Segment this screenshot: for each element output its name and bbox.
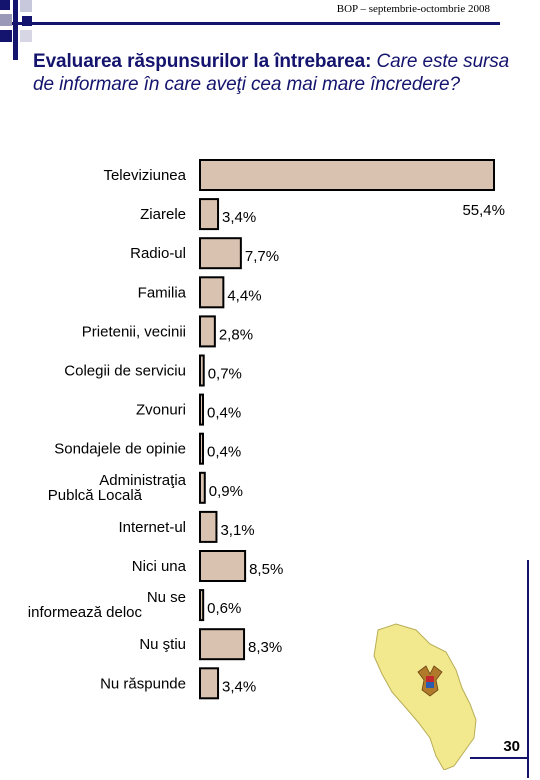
chart-bar [199, 471, 206, 504]
chart-data-label: 0,4% [207, 444, 241, 461]
chart-bar [199, 667, 220, 700]
chart-bar [199, 589, 205, 622]
chart-data-label: 7,7% [245, 248, 279, 265]
chart-category-label: Internet-ul [118, 519, 186, 536]
chart-category-label: Nu se informează deloc [28, 589, 186, 621]
title-lead: Evaluarea răspunsurilor la întrebarea: [33, 51, 377, 72]
chart-category-label: Zvonuri [136, 402, 186, 419]
moldova-map-image [373, 623, 477, 770]
chart-data-label: 2,8% [219, 326, 253, 343]
chart-category-label: Familia [138, 284, 187, 301]
chart-bar [199, 432, 204, 465]
chart-data-label: 8,5% [249, 561, 283, 578]
corner-square-decoration [0, 30, 12, 42]
chart-data-label: 3,1% [220, 522, 254, 539]
corner-square-decoration [0, 14, 12, 26]
corner-square-decoration [0, 0, 10, 10]
chart-bar [199, 315, 216, 348]
corner-square-decoration [20, 30, 32, 42]
title-question: Care este sursa de informare în care ave… [33, 51, 510, 95]
footer-horizontal-line [470, 757, 528, 759]
chart-bar [199, 550, 247, 582]
chart-data-label: 55,4% [462, 202, 505, 219]
chart-data-label: 4,4% [227, 287, 261, 304]
chart-data-label: 0,4% [207, 405, 241, 422]
chart-category-label: Ziarele [140, 206, 186, 223]
chart-bar [199, 276, 225, 309]
chart-data-label: 0,6% [207, 600, 241, 617]
chart-bar [199, 159, 495, 191]
chart-data-label: 0,9% [209, 483, 243, 500]
coat-of-arms-icon [417, 665, 443, 697]
chart-bar [199, 510, 218, 543]
page-number: 30 [503, 738, 520, 755]
chart-bar [199, 393, 204, 426]
chart-data-label: 3,4% [222, 209, 256, 226]
footer-vertical-line [527, 560, 529, 778]
corner-square-decoration [20, 0, 32, 12]
chart-data-label: 8,3% [248, 639, 282, 656]
chart-category-label: Nici una [132, 558, 187, 575]
chart-category-label: Nu răspunde [100, 675, 186, 692]
chart-category-label: Radio-ul [130, 245, 186, 262]
header-divider [12, 22, 500, 25]
chart-bar [199, 628, 246, 661]
chart-data-label: 0,7% [208, 366, 242, 383]
chart-bar [199, 237, 242, 270]
page-title: Evaluarea răspunsurilor la întrebarea: C… [33, 50, 513, 96]
chart-category-label: Televiziunea [103, 167, 186, 184]
chart-category-label: Sondajele de opinie [54, 441, 186, 458]
chart-category-label: Prietenii, vecinii [82, 323, 186, 340]
header-vertical-bar [13, 0, 18, 60]
chart-category-label: Administraţia Publcă Locală [48, 472, 187, 504]
map-country-shape [373, 623, 477, 770]
chart-bar [199, 198, 220, 231]
chart-category-label: Nu ştiu [139, 636, 186, 653]
header-text: BOP – septembrie-octombrie 2008 [336, 3, 490, 15]
chart-data-label: 3,4% [222, 678, 256, 695]
chart-category-label: Colegii de serviciu [64, 363, 186, 380]
chart-bar [199, 354, 205, 387]
corner-square-decoration [22, 16, 32, 26]
